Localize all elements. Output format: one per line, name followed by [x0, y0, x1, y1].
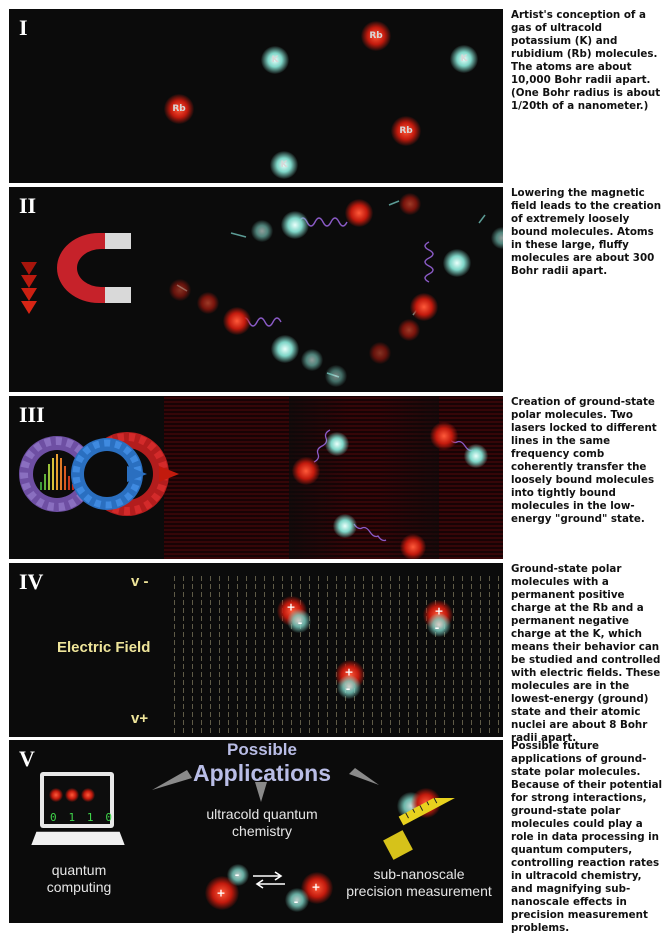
- applications-title-line1: Possible: [227, 740, 297, 759]
- k-atom: [251, 220, 273, 242]
- applications-title-line2: Applications: [192, 760, 331, 786]
- comb-spectrum-icon: [40, 454, 74, 490]
- minus-sign: -: [297, 616, 303, 630]
- k-atom: [227, 864, 249, 886]
- k-atom: [301, 349, 323, 371]
- ultracold-chemistry-label: ultracold quantum chemistry: [206, 806, 318, 839]
- pointer-arrow-icon: [152, 770, 192, 790]
- frequency-comb-gears: [19, 432, 179, 516]
- laptop-keyboard: [31, 831, 125, 845]
- k-atom: [337, 675, 361, 699]
- k-atom: [287, 609, 311, 633]
- rb-atom-label: Rb: [369, 31, 383, 41]
- panel-4-description: Ground-state polar molecules with a perm…: [511, 563, 661, 744]
- rb-atom: [400, 534, 426, 559]
- plus-sign: +: [311, 880, 321, 894]
- panel-4: IV Electric Field v - v+ + - + - + -: [9, 563, 503, 737]
- plus-sign: +: [434, 604, 444, 618]
- pointer-arrow-icon: [255, 782, 267, 802]
- panel-numeral: III: [19, 402, 45, 427]
- rb-atom: [49, 788, 63, 802]
- panel-5: V Possible Applications 0 1 1 0 quantum …: [9, 740, 503, 923]
- panel-numeral: II: [19, 193, 37, 218]
- k-atom: [271, 335, 299, 363]
- panel-5-description: Possible future applications of ground-s…: [511, 740, 663, 934]
- rb-atom: [399, 193, 421, 215]
- k-atom: [281, 211, 309, 239]
- k-atom: [427, 613, 451, 637]
- precision-measurement-label: sub-nanoscale precision measurement: [346, 866, 492, 899]
- rb-atom: [223, 307, 251, 335]
- rb-atom: [197, 292, 219, 314]
- k-atom: [325, 432, 349, 456]
- k-atom: [261, 46, 289, 74]
- k-atom: [450, 45, 478, 73]
- k-atom-label: K: [271, 55, 279, 65]
- qubit-bit: 1: [68, 811, 76, 824]
- v-minus-label: v -: [131, 573, 149, 590]
- plus-sign: +: [216, 886, 226, 900]
- rb-atom: [81, 788, 95, 802]
- panel-1: I Rb K K Rb Rb K: [9, 9, 503, 183]
- measuring-tape-icon: [383, 798, 464, 860]
- k-atom: [333, 514, 357, 538]
- minus-sign: -: [234, 868, 240, 882]
- minus-sign: -: [434, 621, 440, 635]
- panel-3-description: Creation of ground-state polar molecules…: [511, 396, 657, 525]
- motion-arrows: [176, 200, 486, 378]
- panel-numeral: IV: [19, 569, 44, 594]
- magnet-icon: [57, 233, 131, 303]
- panel-2: II: [9, 187, 503, 392]
- plus-sign: +: [286, 600, 296, 614]
- minus-sign: -: [345, 682, 351, 696]
- rb-atom: [164, 94, 194, 124]
- panel-2-description: Lowering the magnetic field leads to the…: [511, 187, 662, 277]
- k-atom: [270, 151, 298, 179]
- panel-numeral: I: [19, 15, 28, 40]
- k-atom: [464, 444, 488, 468]
- panel-3: III: [9, 396, 503, 559]
- k-atom-label: K: [280, 160, 288, 170]
- k-atom: [491, 227, 503, 249]
- minus-sign: -: [293, 895, 299, 909]
- rb-atom: [430, 422, 458, 450]
- k-atom-label: K: [460, 54, 468, 64]
- quantum-computing-label: quantum computing: [46, 862, 112, 895]
- rb-atom: [169, 279, 191, 301]
- panel-1-description: Artist's conception of a gas of ultracol…: [511, 9, 661, 112]
- field-label: Electric Field: [57, 639, 151, 656]
- applications-title: Possible Applications: [177, 740, 347, 786]
- v-plus-label: v+: [131, 710, 149, 727]
- panel-numeral: V: [19, 746, 35, 771]
- blue-gear-icon: [71, 438, 143, 510]
- plus-sign: +: [344, 665, 354, 679]
- rb-atom: [65, 788, 79, 802]
- qubit-bit: 0: [105, 811, 112, 824]
- laser-arrow-icon: [127, 466, 147, 482]
- k-atom: [285, 888, 309, 912]
- pointer-arrows: [152, 768, 379, 802]
- qubit-bits: 0 1 1 0: [50, 811, 112, 824]
- reaction-arrows-icon: [253, 871, 285, 889]
- rb-atom-label: Rb: [399, 126, 413, 136]
- pointer-arrow-icon: [349, 768, 379, 785]
- qubit-bit: 0: [50, 811, 57, 824]
- laser-arrow-icon: [159, 466, 179, 482]
- rb-atom: [410, 293, 438, 321]
- rb-atom: [361, 21, 391, 51]
- k-atom: [325, 365, 347, 387]
- qubit-bit: 1: [86, 811, 94, 824]
- electric-field-lines: [174, 575, 499, 733]
- panel-2-illustration: [21, 200, 486, 378]
- rb-atom: [292, 457, 320, 485]
- k-atom: [443, 249, 471, 277]
- rb-atom: [369, 342, 391, 364]
- down-arrows-icon: [21, 262, 37, 314]
- panel-3-bonds: [313, 429, 474, 542]
- rb-atom: [391, 116, 421, 146]
- rb-atom: [345, 199, 373, 227]
- rb-atom-label: Rb: [172, 104, 186, 114]
- rb-atom: [398, 319, 420, 341]
